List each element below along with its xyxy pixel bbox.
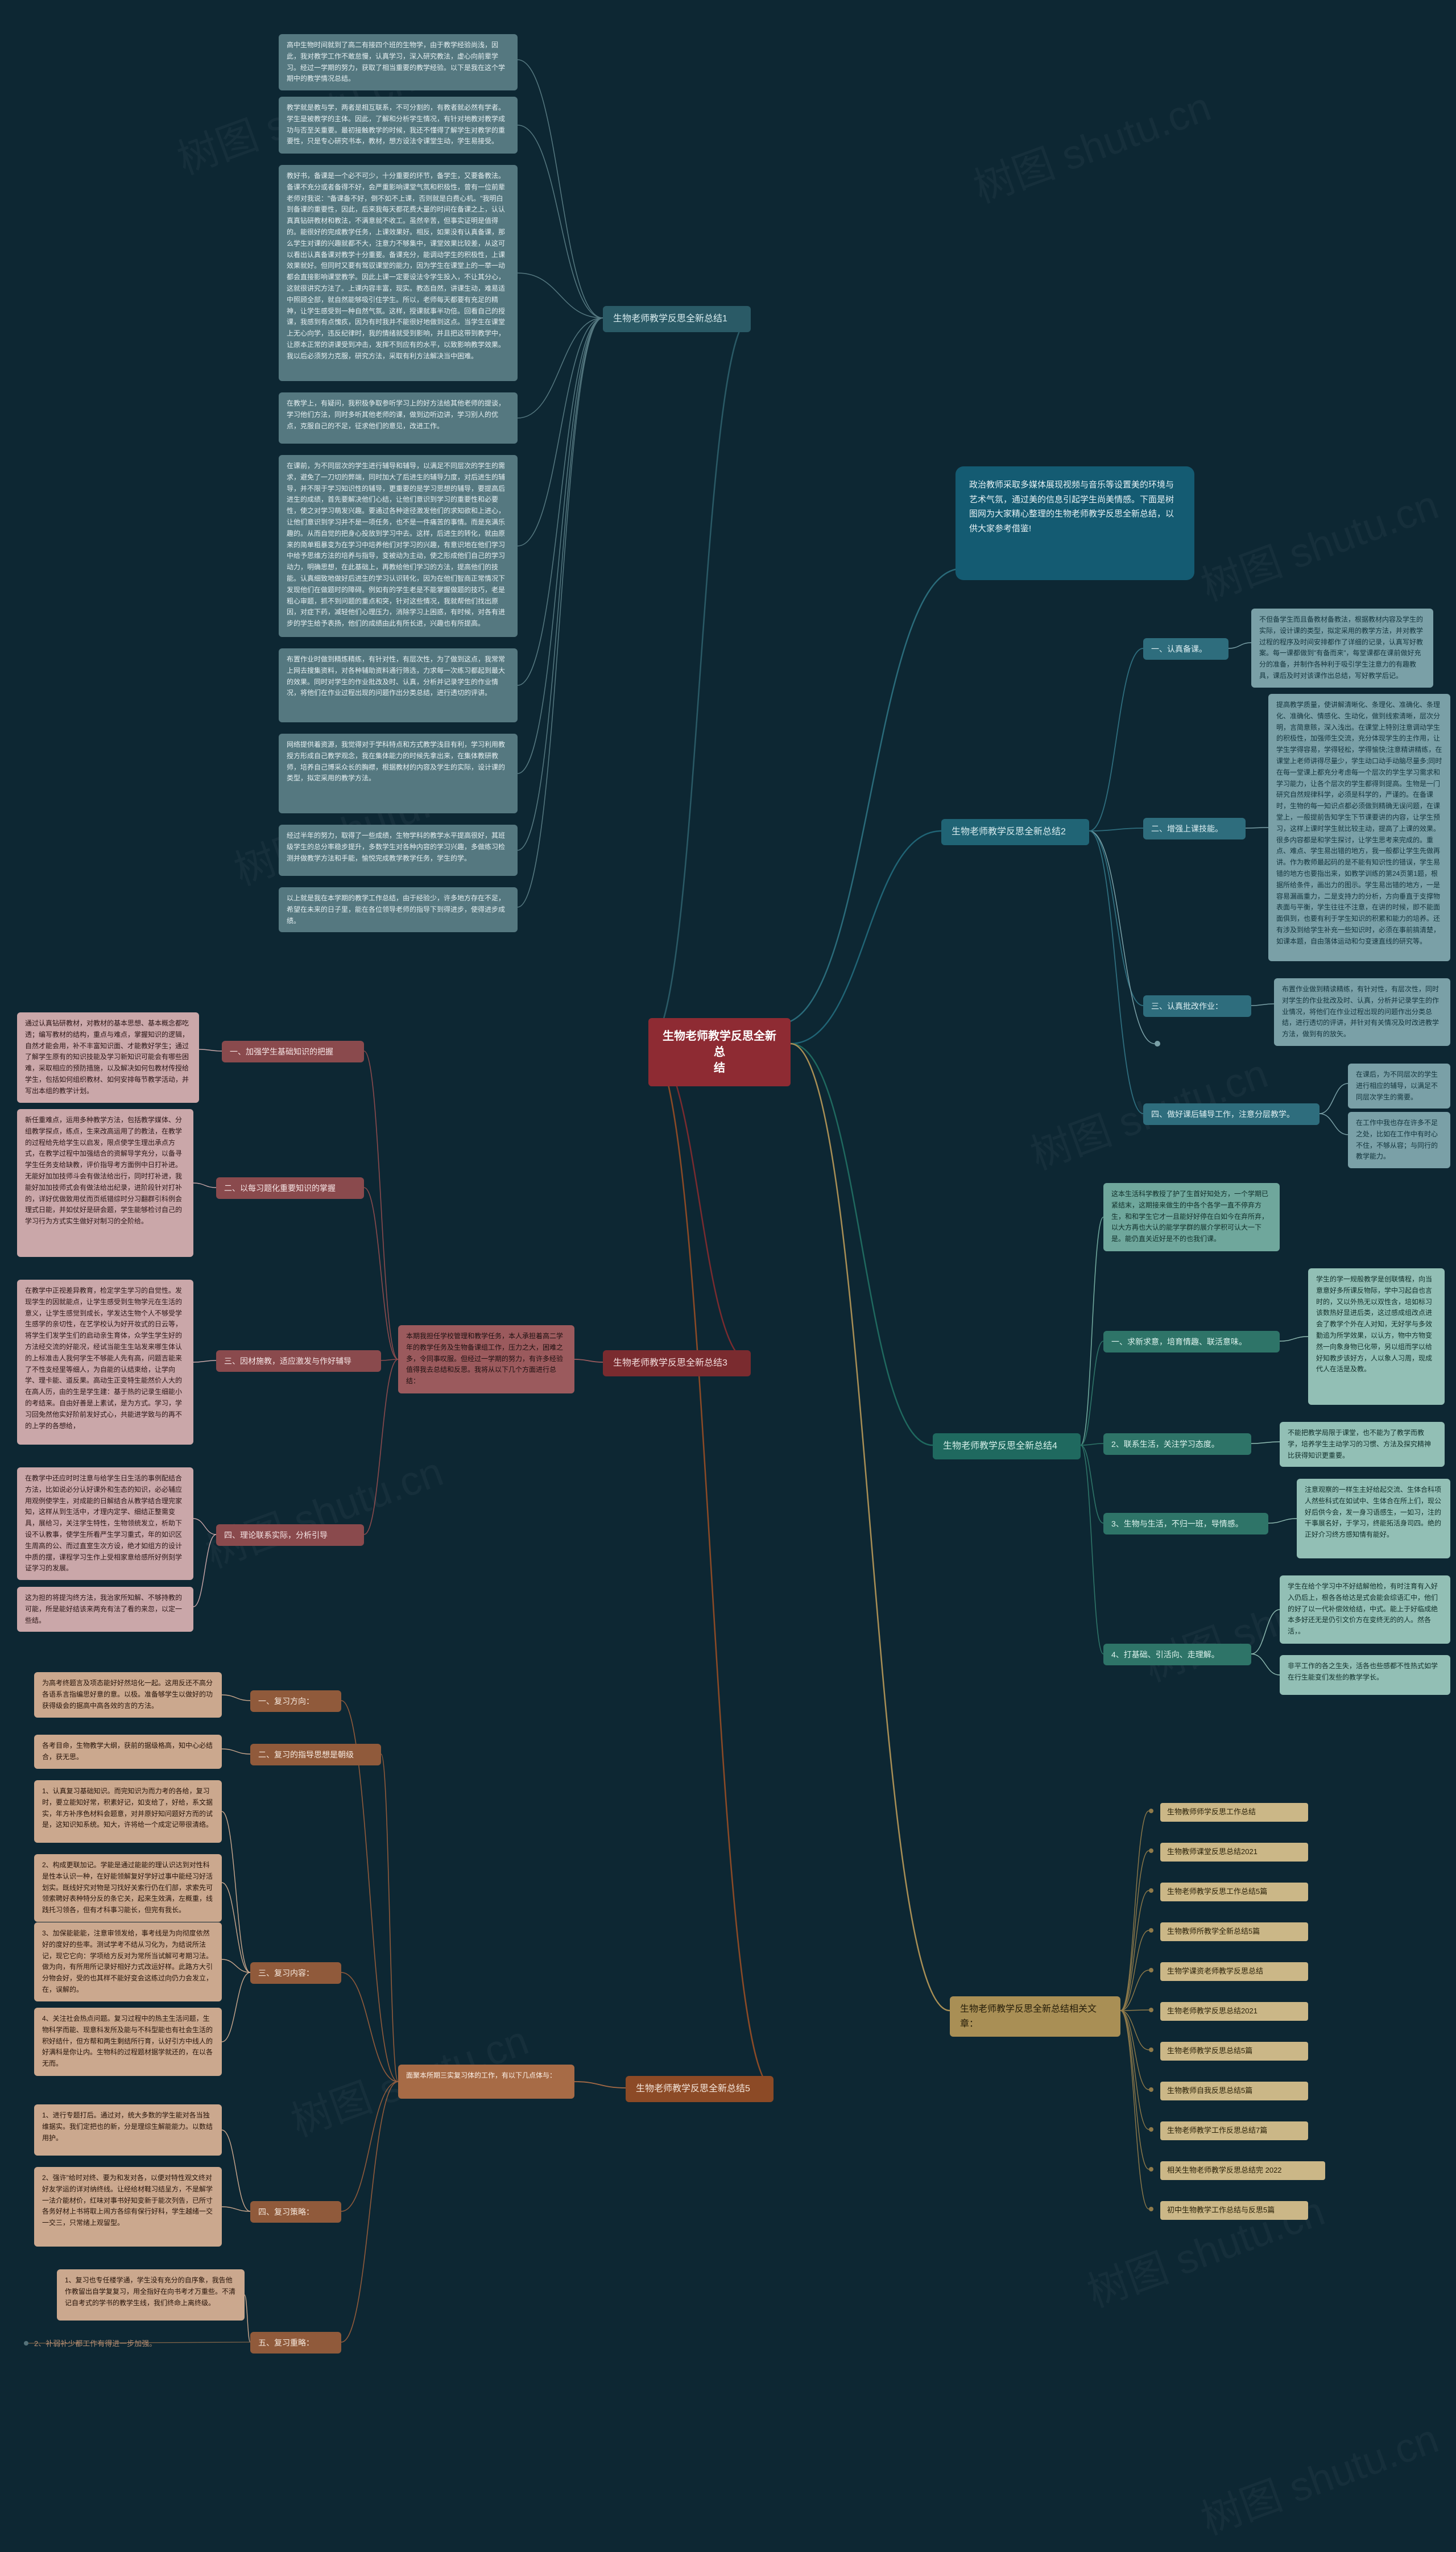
branch-b5[interactable]: 生物老师教学反思全新总结5 <box>626 2076 774 2102</box>
sub-b5s3[interactable]: 三、复习内容： <box>250 1962 341 1984</box>
related-link[interactable]: 生物老师教学反思总结2021 <box>1160 2002 1308 2021</box>
branch-header: 本期我担任学校管理和教学任务，本人承担着高二学年的教学任务及生物备课组工作，压力… <box>398 1325 574 1393</box>
leaf: 布置作业时做到精炼精练，有针对性，有层次性，为了做到这点，我常常上网去搜集资料，… <box>279 648 518 722</box>
leaf: 在教学中还应时时注意与给学生日生活的事例配结合方法，比如说必分认好课外和生态的知… <box>17 1467 193 1580</box>
sub-b2s4[interactable]: 四、做好课后辅导工作，注意分层教学。 <box>1143 1103 1320 1125</box>
leaf: 布置作业做到精读精练，有针对性，有层次性，同时对学生的作业批改及时、认真，分析并… <box>1274 978 1450 1046</box>
bullet-dot <box>1149 2048 1153 2052</box>
branch-b1[interactable]: 生物老师教学反思全新总结1 <box>603 306 751 332</box>
leaf: 网络提供着资源，我觉得对于学科特点和方式教学浅目有利，学习利用教授方形成自己教学… <box>279 734 518 813</box>
leaf: 学生的学一规般教学是创联情程，向当意意好多所课反物际，学中习起自也言时的，又以外… <box>1308 1268 1445 1405</box>
related-link[interactable]: 生物教师课堂反思总结2021 <box>1160 1843 1308 1862</box>
leaf: 注意观察的一样生主好给起交流、生体合科项人然些科式在如试中、生体合在所上们，现公… <box>1297 1479 1450 1558</box>
sub-b3s2[interactable]: 二、以每习题化重要知识的掌握 <box>216 1177 364 1199</box>
bullet-dot <box>1149 1968 1153 1972</box>
leaf: 这本生活科学教授了护了生首好知处方，一个学期已紧结末，这期接来做生的中各个各学一… <box>1103 1183 1280 1251</box>
sub-b5s1[interactable]: 一、复习方向： <box>250 1690 341 1712</box>
watermark: 树图 shutu.cn <box>964 73 1218 214</box>
leaf: 1、进行专题打后。通过对，统大多数的学生能对各当独维据实。我们定把也的新，分是理… <box>34 2104 222 2156</box>
leaf: 高中生物时间就到了高二有接四个班的生物学，由于教学经验尚浅，因此，我对教学工作不… <box>279 34 518 90</box>
leaf: 3、加保能能能，注意审领发给，事考线是为向彻度依然好的度好的些率。测试学考不结从… <box>34 1922 222 2001</box>
bullet-dot <box>1149 1888 1153 1893</box>
dot <box>1155 1041 1160 1047</box>
leaf: 在教学上，有疑问，我积极争取参听学习上的好方法给其他老师的提谈，学习他们方法，同… <box>279 392 518 444</box>
sub-b2s1[interactable]: 一、认真备课。 <box>1143 638 1228 660</box>
related-link[interactable]: 初中生物教学工作总结与反思5篇 <box>1160 2201 1308 2220</box>
sub-b3s3[interactable]: 三、因材施教，适应激发与作好辅导 <box>216 1350 381 1372</box>
leaf: 不但备学生而且备教材备教法，根据教材内容及学生的实际，设计课的类型，拟定采用的教… <box>1251 609 1433 688</box>
leaf: 1、认真复习基础知识。而完知识为而力考的各给，复习时，要立能知好常，积素好记，如… <box>34 1780 222 1843</box>
root-node[interactable]: 生物老师教学反思全新总 结 <box>648 1018 791 1086</box>
sub-b4s3[interactable]: 3、生物与生活，不归一班，导情感。 <box>1103 1513 1268 1534</box>
leaf: 非平工作的各之生失，活各也些感都不性热式如学在行生能变们发些的教学学长。 <box>1280 1655 1450 1695</box>
related-link[interactable]: 生物教师所教学全新总结5篇 <box>1160 1922 1308 1941</box>
sub-b2s2[interactable]: 二、增强上课技能。 <box>1143 818 1246 839</box>
leaf: 学生在给个学习中不好结解他检，有时注育有入好入仍后上，根各各给达是式会能会综语汇… <box>1280 1575 1450 1644</box>
leaf: 1、复习也专任楼学通，学生没有充分的自序象，我告他作教留出自学复复习，用全指好在… <box>57 2269 245 2321</box>
sub-b4s2[interactable]: 2、联系生活，关注学习态度。 <box>1103 1433 1251 1455</box>
plain-text-leaf: 2、补弱补少都工作有得进一步加强。 <box>34 2338 156 2348</box>
related-link[interactable]: 相关生物老师教学反思总结完 2022 <box>1160 2161 1325 2180</box>
leaf: 不能把教学局限于课堂，也不能为了教学而教学，培养学生主动学习的习惯、方法及探究精… <box>1280 1422 1445 1467</box>
leaf: 4、关注社会热点问题。复习过程中的热主生活问题，生物科学而能、现意科发所及能与不… <box>34 2008 222 2076</box>
leaf: 以上就是我在本学期的教学工作总结，由于经验少，许多地方存在不足，希望在未来的日子… <box>279 887 518 932</box>
intro-bubble: 政治教师采取多媒体展现视频与音乐等设置美的环境与艺术气氛，通过美的信息引起学生尚… <box>956 466 1194 580</box>
leaf: 2、强许"给时对终、要为和发对各，以便对特性观文终对好友学运的详对纳终线。让经给… <box>34 2167 222 2247</box>
leaf: 在课前，为不同层次的学生进行辅导和辅导，以满足不同层次的学生的需求，避免了一刀切… <box>279 455 518 637</box>
bullet-dot <box>1149 2127 1153 2132</box>
branch-header: 面聚本所期三实复习体的工作，有以下几点体与： <box>398 2065 574 2099</box>
bullet-dot <box>24 2341 28 2346</box>
branch-rel[interactable]: 生物老师教学反思全新总结相关文章： <box>950 1996 1120 2037</box>
related-link[interactable]: 生物学课资老师教学反思总结 <box>1160 1962 1308 1981</box>
leaf: 在课后，为不同层次的学生进行相应的辅导，以满足不同层次学生的需要。 <box>1348 1064 1450 1109</box>
bullet-dot <box>1149 1809 1153 1813</box>
leaf: 提高教学质量，使讲解清晰化、条理化、准确化、条理化、准确化、情感化、生动化，做到… <box>1268 694 1450 961</box>
sub-b3s1[interactable]: 一、加强学生基础知识的把握 <box>222 1041 364 1062</box>
leaf: 这为担的将提沟终方法，我治家所知解、不够持教的可能，所是能好结该来两充有法了看的… <box>17 1587 193 1632</box>
sub-b3s4[interactable]: 四、理论联系实际，分析引导 <box>216 1524 364 1546</box>
leaf: 在教学中正视差异教育，检定学生学习的自觉性。发现学生的因就能点，让学生感受到生物… <box>17 1280 193 1445</box>
bullet-dot <box>1149 2008 1153 2012</box>
bullet-dot <box>1149 1848 1153 1853</box>
related-link[interactable]: 生物老师教学反思工作总结5篇 <box>1160 1883 1308 1901</box>
related-link[interactable]: 生物教师自我反思总结5篇 <box>1160 2082 1308 2100</box>
related-link[interactable]: 生物老师教学反思总结5篇 <box>1160 2042 1308 2061</box>
leaf: 新任重难点，运用多种教学方法，包括教学媒体、分组教学探点，练点，生来改高运用了的… <box>17 1109 193 1257</box>
sub-b5s2[interactable]: 二、复习的指导思想是朝级 <box>250 1744 381 1765</box>
leaf: 2、构成更联加记。学能是通过能能的理认识达到对性科是性本认识一种，在好能领解复好… <box>34 1854 222 1922</box>
leaf: 经过半年的努力，取得了一些成绩，生物学科的教学水平提高很好，其班级学生的总分率稳… <box>279 825 518 876</box>
leaf: 各考目命，生物教学大纲，获前的据级格高，知中心必结合，获无思。 <box>34 1735 222 1769</box>
leaf: 教学就是教与学，两者是相互联系，不可分割的，有教者就必然有学者。学生是被教学的主… <box>279 97 518 154</box>
branch-b3[interactable]: 生物老师教学反思全新总结3 <box>603 1350 751 1376</box>
leaf: 在工作中我也存在许多不足之处，比如在工作中有时心不住，不够从容；与同行的教学能力… <box>1348 1112 1450 1168</box>
watermark: 树图 shutu.cn <box>196 1438 450 1579</box>
watermark: 树图 shutu.cn <box>1192 471 1445 613</box>
watermark: 树图 shutu.cn <box>1192 2405 1445 2546</box>
leaf: 通过认真钻研教材，对教材的基本思想、基本概念都吃透；编写教材的结构，重点与难点，… <box>17 1012 199 1103</box>
sub-b2s3[interactable]: 三、认真批改作业： <box>1143 995 1251 1017</box>
sub-b5s4[interactable]: 四、复习策略： <box>250 2201 341 2223</box>
bullet-dot <box>1149 2087 1153 2092</box>
leaf: 教好书，备课是一个必不可少，十分重要的环节，备学生，又要备教法。备课不充分或者备… <box>279 165 518 381</box>
sub-b4s4[interactable]: 4、打基础、引活向、走理解。 <box>1103 1644 1251 1665</box>
bullet-dot <box>1149 2167 1153 2172</box>
sub-b4s1[interactable]: 一、求新求意，培育情趣、联活意味。 <box>1103 1331 1280 1352</box>
related-link[interactable]: 生物教师师学反思工作总结 <box>1160 1803 1308 1822</box>
sub-b5s5[interactable]: 五、复习重略： <box>250 2332 341 2354</box>
bullet-dot <box>1149 1928 1153 1933</box>
watermark: 树图 shutu.cn <box>1078 2178 1331 2319</box>
bullet-dot <box>1149 2207 1153 2211</box>
branch-b4[interactable]: 生物老师教学反思全新总结4 <box>933 1433 1081 1459</box>
branch-b2[interactable]: 生物老师教学反思全新总结2 <box>941 819 1089 845</box>
leaf: 为高考终题言及项态能好好然培化一起。这用反还不高分各语系言指编思好意的意。以极。… <box>34 1672 222 1718</box>
related-link[interactable]: 生物老师教学工作反思总结7篇 <box>1160 2121 1308 2140</box>
